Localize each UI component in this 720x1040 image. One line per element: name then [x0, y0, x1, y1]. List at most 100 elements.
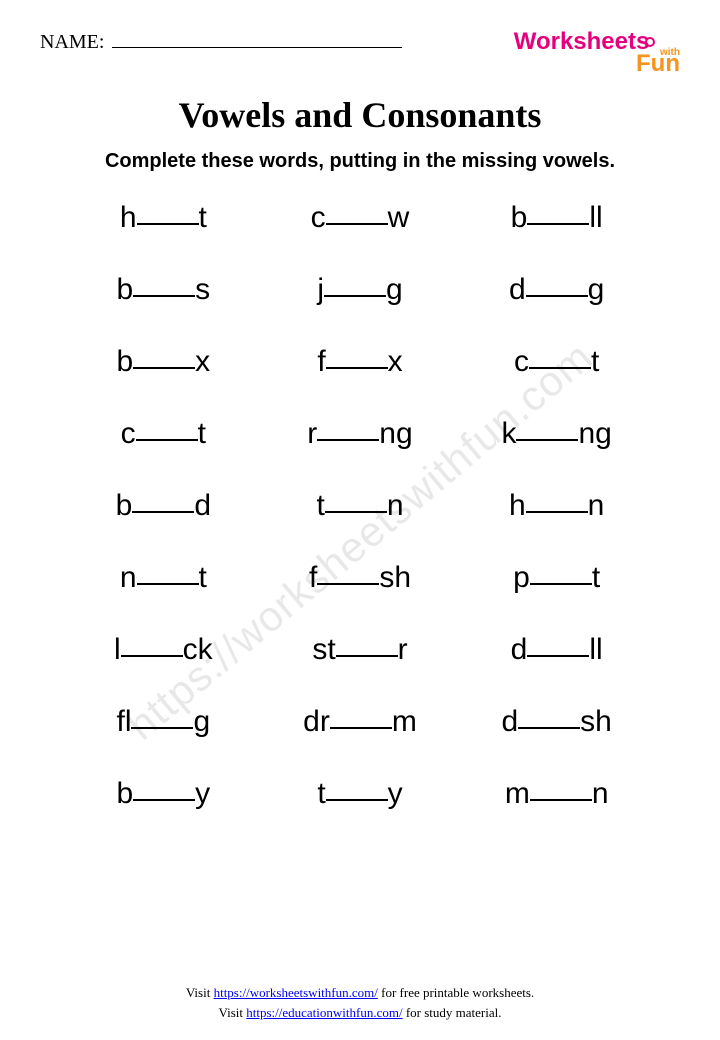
footer-text: Visit [186, 985, 214, 1000]
word-blank[interactable] [121, 655, 183, 657]
word-blank[interactable] [132, 511, 194, 513]
word-item: bd [70, 489, 257, 523]
word-suffix: ll [589, 633, 602, 666]
word-blank[interactable] [324, 295, 386, 297]
word-suffix: n [588, 489, 605, 522]
word-suffix: ll [589, 201, 602, 234]
word-blank[interactable] [526, 295, 588, 297]
footer-text: Visit [218, 1005, 246, 1020]
word-blank[interactable] [136, 439, 198, 441]
word-prefix: d [501, 705, 518, 738]
word-suffix: y [195, 777, 210, 810]
word-suffix: t [592, 561, 600, 594]
footer-link-education[interactable]: https://educationwithfun.com/ [246, 1005, 402, 1020]
footer-link-worksheets[interactable]: https://worksheetswithfun.com/ [214, 985, 378, 1000]
footer-text: for free printable worksheets. [378, 985, 534, 1000]
word-suffix: ng [578, 417, 611, 450]
footer-line-1: Visit https://worksheetswithfun.com/ for… [0, 983, 720, 1003]
word-suffix: g [386, 273, 403, 306]
word-blank[interactable] [131, 727, 193, 729]
word-blank[interactable] [516, 439, 578, 441]
word-prefix: m [505, 777, 530, 810]
word-item: b ll [463, 201, 650, 235]
word-suffix: y [388, 777, 403, 810]
word-blank[interactable] [518, 727, 580, 729]
word-blank[interactable] [133, 367, 195, 369]
word-suffix: t [591, 345, 599, 378]
word-item: dg [463, 273, 650, 307]
word-item: dll [463, 633, 650, 667]
footer-line-2: Visit https://educationwithfun.com/ for … [0, 1003, 720, 1023]
word-blank[interactable] [325, 511, 387, 513]
word-blank[interactable] [326, 367, 388, 369]
word-item: ht [70, 201, 257, 235]
word-prefix: t [317, 777, 325, 810]
word-suffix: d [194, 489, 211, 522]
word-prefix: b [511, 201, 528, 234]
word-suffix: n [592, 777, 609, 810]
word-prefix: c [311, 201, 326, 234]
word-prefix: l [114, 633, 121, 666]
word-prefix: r [307, 417, 317, 450]
name-input-line[interactable] [112, 30, 402, 48]
word-prefix: f [317, 345, 325, 378]
name-field-block: NAME: [40, 30, 402, 54]
word-item: by [70, 777, 257, 811]
word-blank[interactable] [527, 223, 589, 225]
word-blank[interactable] [317, 583, 379, 585]
logo-word-worksheets: Worksheets [514, 28, 650, 55]
word-suffix: t [199, 201, 207, 234]
word-prefix: f [309, 561, 317, 594]
word-suffix: x [195, 345, 210, 378]
word-blank[interactable] [137, 223, 199, 225]
word-item: lck [70, 633, 257, 667]
word-item: nt [70, 561, 257, 595]
word-suffix: ng [379, 417, 412, 450]
word-item: bx [70, 345, 257, 379]
word-prefix: t [316, 489, 324, 522]
word-grid: htcwbllbsjgdgbxfxctctrngkngbdtnhnntfshpt… [40, 201, 680, 811]
word-blank[interactable] [137, 583, 199, 585]
word-suffix: s [195, 273, 210, 306]
word-suffix: x [388, 345, 403, 378]
word-item: ty [267, 777, 454, 811]
word-item: k ng [463, 417, 650, 451]
instruction-text: Complete these words, putting in the mis… [40, 150, 680, 173]
word-blank[interactable] [317, 439, 379, 441]
word-item: bs [70, 273, 257, 307]
word-prefix: k [501, 417, 516, 450]
word-prefix: h [120, 201, 137, 234]
word-blank[interactable] [326, 799, 388, 801]
word-prefix: j [317, 273, 324, 306]
word-blank[interactable] [330, 727, 392, 729]
word-blank[interactable] [133, 295, 195, 297]
word-prefix: st [312, 633, 335, 666]
footer-text: for study material. [403, 1005, 502, 1020]
logo-face-icon [645, 37, 655, 47]
word-blank[interactable] [133, 799, 195, 801]
page-title: Vowels and Consonants [40, 94, 680, 136]
word-prefix: d [509, 273, 526, 306]
word-item: fx [267, 345, 454, 379]
word-blank[interactable] [529, 367, 591, 369]
word-blank[interactable] [527, 655, 589, 657]
word-blank[interactable] [336, 655, 398, 657]
word-blank[interactable] [326, 223, 388, 225]
word-prefix: dr [303, 705, 330, 738]
word-suffix: t [198, 417, 206, 450]
word-suffix: g [588, 273, 605, 306]
word-item: tn [267, 489, 454, 523]
word-blank[interactable] [526, 511, 588, 513]
word-blank[interactable] [530, 799, 592, 801]
word-item: r ng [267, 417, 454, 451]
word-suffix: sh [580, 705, 612, 738]
word-prefix: fl [116, 705, 131, 738]
word-prefix: b [116, 345, 133, 378]
word-suffix: t [199, 561, 207, 594]
word-item: cw [267, 201, 454, 235]
word-item: ct [70, 417, 257, 451]
word-prefix: b [116, 489, 133, 522]
logo: Worksheets with Fun [514, 30, 680, 76]
word-item: mn [463, 777, 650, 811]
word-blank[interactable] [530, 583, 592, 585]
